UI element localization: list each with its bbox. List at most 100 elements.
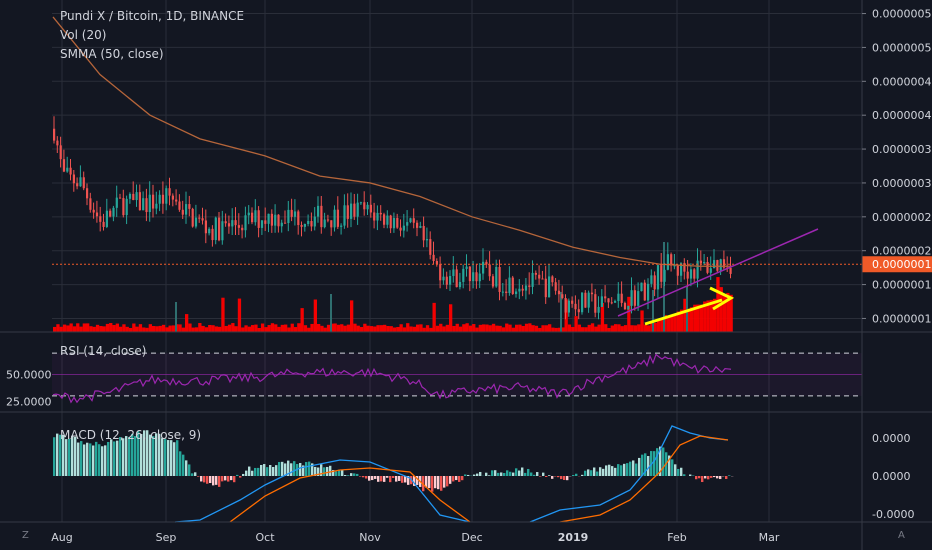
volume-bar [475, 327, 479, 332]
macd-histogram-bar [473, 474, 476, 476]
candle-body [703, 261, 706, 264]
volume-bar [128, 327, 133, 332]
macd-histogram-bar [224, 476, 227, 481]
candle-body [76, 183, 79, 187]
macd-histogram-bar [143, 430, 146, 476]
candle-body [218, 217, 221, 241]
macd-histogram-bar [719, 476, 722, 480]
candle-body [587, 292, 590, 308]
macd-histogram-bar [464, 474, 467, 476]
macd-histogram-bar [572, 474, 575, 476]
macd-histogram-bar [269, 464, 272, 476]
candle-body [567, 300, 570, 313]
candle-body [86, 188, 89, 199]
macd-histogram-bar [152, 436, 155, 476]
volume-bar [445, 324, 449, 332]
price-tick-label: 0.00000035 [872, 143, 932, 156]
candle-body [399, 227, 402, 231]
macd-histogram-bar [440, 476, 443, 491]
candle-body [155, 203, 158, 209]
volume-bar [82, 323, 86, 332]
volume-bar [402, 327, 407, 332]
candle-body [359, 202, 363, 204]
candle-body [204, 220, 207, 234]
macd-histogram-bar [377, 476, 380, 482]
candle-body [614, 301, 617, 303]
macd-histogram-bar [602, 468, 605, 476]
macd-histogram-bar [344, 475, 347, 476]
volume-bar [218, 326, 222, 332]
candle-body [383, 214, 386, 225]
macd-histogram-bar [65, 439, 68, 476]
volume-bar [109, 323, 113, 332]
macd-histogram-bar [371, 476, 374, 481]
candle-body [693, 269, 696, 279]
macd-histogram-bar [659, 446, 662, 476]
macd-histogram-bar [89, 443, 92, 476]
candle-body [320, 205, 323, 228]
price-tick-label: 0.00000015 [872, 279, 932, 292]
candle-body [462, 268, 465, 282]
candle-body [284, 222, 287, 224]
macd-histogram-bar [644, 453, 647, 476]
macd-histogram-bar [287, 460, 290, 476]
volume-bar [409, 326, 413, 332]
candle-body [386, 215, 389, 225]
macd-histogram-bar [290, 463, 293, 476]
candle-body [495, 266, 498, 287]
volume-bar [148, 324, 152, 332]
candle-body [227, 223, 231, 227]
macd-histogram-bar [362, 476, 365, 478]
volume-bar [419, 324, 423, 332]
volume-bar [254, 324, 258, 332]
candle-body [310, 221, 313, 227]
macd-histogram-bar [413, 476, 416, 486]
candle-body [478, 273, 481, 282]
candle-body [465, 266, 468, 269]
candle-body [607, 298, 610, 303]
volume-bar [287, 327, 291, 332]
volume-bar [706, 300, 710, 332]
macd-histogram-bar [218, 476, 221, 487]
candle-body [224, 221, 227, 224]
macd-histogram-bar [704, 476, 707, 479]
volume-bar [620, 326, 624, 332]
volume-bar [673, 315, 677, 332]
volume-bar [386, 326, 390, 332]
macd-histogram-bar [227, 476, 230, 482]
volume-bar [666, 317, 671, 332]
macd-histogram-bar [164, 439, 167, 476]
candle-body [376, 212, 379, 221]
macd-histogram-bar [77, 442, 80, 476]
candle-body [293, 211, 297, 217]
candle-body [59, 145, 62, 160]
volume-bar [528, 323, 532, 332]
volume-bar [709, 299, 713, 332]
macd-histogram-bar [119, 437, 122, 476]
zoom-z-icon[interactable]: Z [22, 530, 29, 541]
macd-histogram-bar [479, 471, 482, 476]
auto-scale-icon[interactable]: A [898, 530, 905, 541]
macd-histogram-bar [545, 476, 548, 477]
candle-body [653, 275, 656, 290]
candle-body [343, 205, 346, 226]
volume-bar [488, 325, 492, 332]
candle-body [274, 214, 277, 226]
volume-bar [373, 326, 377, 332]
volume-bar [66, 325, 70, 332]
price-tick-label: 0.00000045 [872, 75, 932, 88]
macd-histogram-bar [182, 454, 185, 476]
volume-bar [231, 323, 235, 332]
volume-bar [383, 324, 387, 332]
volume-bar [416, 324, 420, 332]
macd-histogram-bar [383, 476, 386, 482]
macd-line [559, 435, 729, 523]
candle-body [82, 177, 85, 189]
time-tick-label: Feb [667, 531, 686, 544]
macd-histogram-bar [131, 433, 134, 476]
macd-histogram-bar [488, 475, 491, 476]
volume-bar [247, 326, 251, 332]
macd-histogram-bar [185, 460, 188, 476]
macd-histogram-bar [98, 444, 101, 476]
candle-body [699, 260, 702, 264]
